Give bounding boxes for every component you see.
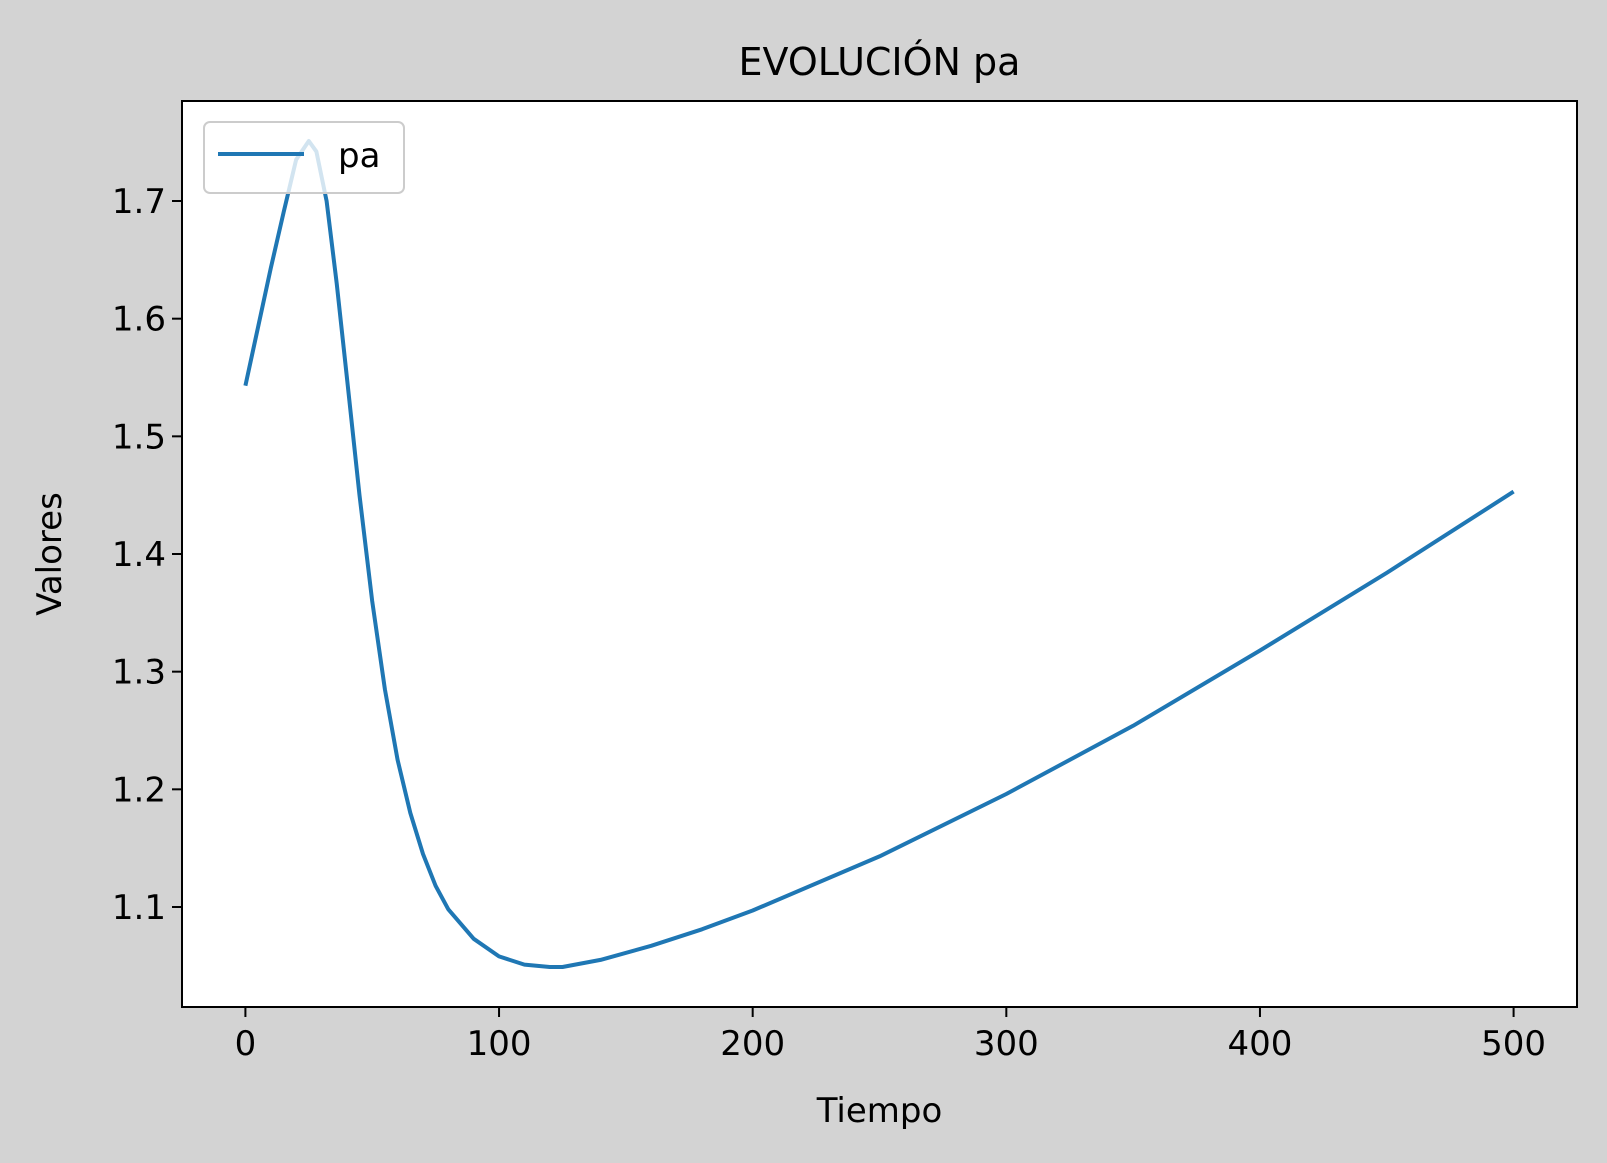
x-axis: 0 100 200 300 400 500: [235, 1007, 1546, 1064]
y-tick-label: 1.5: [112, 417, 166, 457]
x-tick-label: 200: [720, 1024, 785, 1064]
x-tick-label: 500: [1481, 1024, 1546, 1064]
y-tick-label: 1.6: [112, 300, 166, 340]
y-axis: 1.1 1.2 1.3 1.4 1.5 1.6 1.7: [112, 182, 182, 928]
y-tick-label: 1.7: [112, 182, 166, 222]
y-tick-label: 1.2: [112, 770, 166, 810]
chart-title: EVOLUCIÓN pa: [739, 40, 1021, 84]
legend-label: pa: [338, 136, 380, 176]
y-axis-label: Valores: [30, 492, 70, 616]
legend-box: [203, 121, 405, 194]
x-axis-label: Tiempo: [816, 1091, 943, 1131]
x-tick-label: 100: [467, 1024, 532, 1064]
y-tick-label: 1.1: [112, 888, 166, 928]
x-tick-label: 400: [1228, 1024, 1293, 1064]
x-tick-label: 0: [235, 1024, 257, 1064]
plot-area: [182, 101, 1577, 1007]
legend: pa: [203, 121, 405, 194]
y-tick-label: 1.3: [112, 653, 166, 693]
y-tick-label: 1.4: [112, 535, 166, 575]
x-tick-label: 300: [974, 1024, 1039, 1064]
